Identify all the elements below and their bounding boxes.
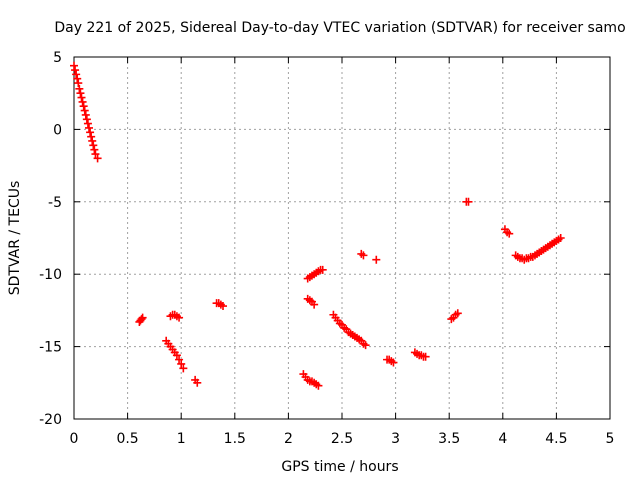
data-point xyxy=(556,234,565,242)
data-point xyxy=(82,115,91,124)
y-tick-labels: 5 0 -5 -10 -15 -20 xyxy=(39,50,62,428)
data-point xyxy=(80,106,89,115)
y-axis-label: SDTVAR / TECUs xyxy=(7,181,23,296)
x-tick-label: 1 xyxy=(177,431,186,447)
data-point xyxy=(314,381,323,390)
x-tick-label: 4 xyxy=(498,431,507,447)
data-point xyxy=(89,141,98,150)
data-point xyxy=(172,351,181,360)
y-tick-label: 5 xyxy=(53,50,62,66)
data-point xyxy=(71,66,80,75)
data-point xyxy=(85,123,94,132)
data-point xyxy=(359,251,368,260)
grid-lines xyxy=(74,57,610,419)
x-tick-label: 0 xyxy=(70,431,79,447)
data-point xyxy=(138,313,147,322)
data-point xyxy=(93,154,102,163)
y-tick-label: 0 xyxy=(53,122,62,138)
data-point xyxy=(175,355,184,364)
data-point xyxy=(193,378,202,387)
data-point xyxy=(175,313,184,322)
data-point xyxy=(421,352,430,361)
data-point xyxy=(453,309,462,318)
data-point xyxy=(77,93,86,102)
data-point xyxy=(88,136,97,145)
x-tick-label: 5 xyxy=(606,431,615,447)
y-tick-label: -20 xyxy=(39,412,62,428)
x-tick-label: 4.5 xyxy=(545,431,567,447)
data-point xyxy=(91,150,100,159)
data-point xyxy=(318,265,327,274)
data-point xyxy=(83,119,92,128)
x-axis-label: GPS time / hours xyxy=(281,459,398,475)
data-point xyxy=(372,255,381,264)
data-point xyxy=(177,359,186,368)
data-point xyxy=(90,145,99,154)
x-tick-label: 2.5 xyxy=(331,431,353,447)
data-point xyxy=(74,79,83,88)
data-point xyxy=(81,110,90,119)
y-tick-label: -5 xyxy=(48,195,62,211)
data-point xyxy=(79,102,88,111)
data-point xyxy=(78,97,87,106)
data-point xyxy=(72,70,81,79)
data-point xyxy=(86,128,95,137)
data-point xyxy=(137,315,146,324)
data-point xyxy=(73,74,82,83)
data-point xyxy=(361,341,370,350)
data-point xyxy=(464,197,473,206)
data-point xyxy=(179,364,188,373)
data-point xyxy=(310,300,319,309)
x-tick-label: 3.5 xyxy=(438,431,460,447)
data-point xyxy=(389,358,398,367)
x-tick-label: 2 xyxy=(284,431,293,447)
x-tick-labels: 0 0.5 1 1.5 2 2.5 3 3.5 4 4.5 5 xyxy=(70,431,615,447)
data-point xyxy=(219,302,228,311)
chart-title: Day 221 of 2025, Sidereal Day-to-day VTE… xyxy=(54,20,625,36)
data-point xyxy=(87,132,96,141)
data-point xyxy=(505,229,514,238)
y-tick-label: -10 xyxy=(39,267,62,283)
data-points xyxy=(70,61,565,390)
data-point xyxy=(70,61,78,70)
data-point xyxy=(75,84,84,93)
data-point xyxy=(76,89,85,98)
y-tick-label: -15 xyxy=(39,340,62,356)
x-tick-label: 3 xyxy=(391,431,400,447)
x-tick-label: 1.5 xyxy=(224,431,246,447)
x-tick-label: 0.5 xyxy=(116,431,138,447)
